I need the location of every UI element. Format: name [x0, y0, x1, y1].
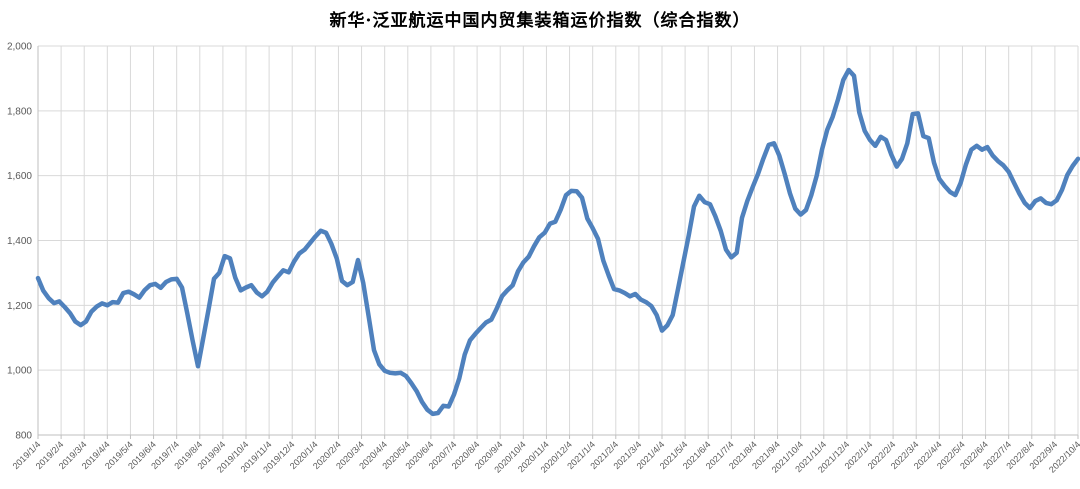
y-axis-tick-label: 2,000: [7, 42, 32, 53]
y-axis-tick-label: 1,000: [7, 366, 32, 377]
y-axis-tick-label: 1,800: [7, 106, 32, 117]
chart-title: 新华·泛亚航运中国内贸集装箱运价指数（综合指数）: [329, 11, 751, 31]
y-axis-tick-label: 1,600: [7, 171, 32, 182]
y-axis-tick-label: 800: [15, 431, 32, 442]
y-axis-tick-label: 1,200: [7, 301, 32, 312]
y-axis-tick-label: 1,400: [7, 236, 32, 247]
freight-index-line: [35, 67, 1080, 417]
